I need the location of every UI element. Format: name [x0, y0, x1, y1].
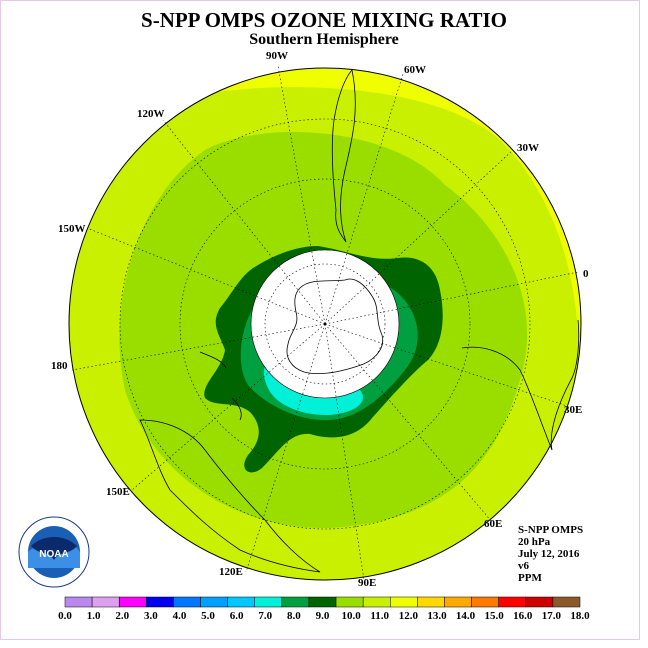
- legend-swatch: [308, 596, 337, 608]
- info-version: v6: [518, 560, 529, 572]
- legend-tick-label: 7.0: [258, 610, 273, 622]
- info-instrument: S-NPP OMPS: [518, 524, 584, 536]
- lon-label-90w: 90W: [266, 50, 288, 62]
- africa-outline: [461, 319, 580, 451]
- legend-tick-label: 10.0: [341, 610, 361, 622]
- info-level: 20 hPa: [518, 536, 551, 548]
- legend-swatch: [254, 596, 283, 608]
- legend-tick-label: 18.0: [570, 610, 590, 622]
- lon-label-90e: 90E: [358, 577, 377, 589]
- lon-label-60e: 60E: [484, 518, 503, 530]
- legend-swatch: [200, 596, 228, 608]
- legend-tick-label: 4.0: [172, 610, 187, 622]
- legend-tick-label: 5.0: [201, 610, 215, 622]
- legend-tick-label: 17.0: [541, 610, 561, 622]
- noaa-logo: NOAA: [18, 516, 90, 588]
- legend-tick-label: 0.0: [58, 610, 72, 622]
- legend-tick-label: 3.0: [143, 610, 158, 622]
- legend-tick-label: 2.0: [115, 610, 130, 622]
- lon-label-30e: 30E: [564, 404, 583, 416]
- legend-tick-label: 11.0: [370, 610, 390, 622]
- lon-label-180: 180: [51, 360, 68, 372]
- legend-tick-label: 12.0: [398, 610, 418, 622]
- lon-label-150w: 150W: [58, 223, 86, 235]
- legend-swatch: [64, 596, 93, 608]
- legend-tick-label: 6.0: [229, 610, 244, 622]
- legend-swatch: [91, 596, 120, 608]
- australia-outline: [139, 419, 321, 573]
- lon-label-60w: 60W: [404, 64, 426, 76]
- legend-swatch: [525, 596, 554, 608]
- legend-swatch: [471, 596, 499, 608]
- new-zealand-outline: [199, 351, 242, 421]
- legend-swatch: [444, 596, 472, 608]
- legend-tick-label: 15.0: [484, 610, 504, 622]
- lon-label-150e: 150E: [106, 486, 130, 498]
- antarctica-outline: [286, 278, 384, 374]
- legend-swatch: [552, 596, 581, 608]
- noaa-logo-text: NOAA: [39, 549, 68, 560]
- south-america-outline: [331, 69, 356, 243]
- legend-tick-label: 13.0: [427, 610, 447, 622]
- legend-swatch: [417, 596, 445, 608]
- legend-swatch: [118, 596, 147, 608]
- lon-label-30w: 30W: [517, 142, 539, 154]
- color-legend: [64, 596, 581, 608]
- lon-label-0: 0: [583, 268, 589, 280]
- map-title: S-NPP OMPS OZONE MIXING RATIO: [141, 8, 507, 32]
- meridian-lines: [71, 65, 579, 581]
- lon-label-120w: 120W: [137, 108, 165, 120]
- latitude-rings: [119, 118, 531, 530]
- legend-tick-label: 9.0: [315, 610, 330, 622]
- legend-swatch: [227, 596, 255, 608]
- info-units: PPM: [518, 572, 542, 584]
- legend-swatch: [335, 596, 364, 608]
- info-date: July 12, 2016: [518, 548, 580, 560]
- legend-swatch: [498, 596, 527, 608]
- info-block: S-NPP OMPS 20 hPa July 12, 2016 v6 PPM: [518, 524, 583, 584]
- legend-swatch: [390, 596, 418, 608]
- map-boundary: [68, 67, 582, 581]
- legend-tick-label: 14.0: [455, 610, 476, 622]
- legend-swatch: [362, 596, 391, 608]
- legend-swatch: [173, 596, 201, 608]
- legend-tick-label: 8.0: [287, 610, 301, 622]
- legend-swatch: [281, 596, 310, 608]
- legend-swatch: [146, 596, 174, 608]
- lon-label-120e: 120E: [219, 566, 243, 578]
- polar-map: [68, 65, 582, 581]
- legend-tick-label: 16.0: [513, 610, 533, 622]
- map-subtitle: Southern Hemisphere: [249, 31, 399, 48]
- legend-tick-label: 1.0: [86, 610, 101, 622]
- south-pole-marker: [323, 322, 327, 326]
